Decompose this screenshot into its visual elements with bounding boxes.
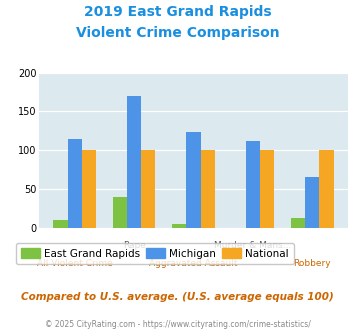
Bar xyxy=(67,139,82,228)
Text: 2019 East Grand Rapids: 2019 East Grand Rapids xyxy=(84,5,271,19)
Bar xyxy=(113,197,127,228)
Bar xyxy=(320,150,334,228)
Text: Rape: Rape xyxy=(122,241,146,250)
Text: Murder & Mans...: Murder & Mans... xyxy=(214,241,291,250)
Bar xyxy=(186,132,201,228)
Bar xyxy=(246,141,260,228)
Text: © 2025 CityRating.com - https://www.cityrating.com/crime-statistics/: © 2025 CityRating.com - https://www.city… xyxy=(45,320,310,329)
Bar xyxy=(305,177,320,228)
Bar xyxy=(127,96,141,228)
Bar xyxy=(141,150,155,228)
Bar xyxy=(172,224,186,228)
Text: Compared to U.S. average. (U.S. average equals 100): Compared to U.S. average. (U.S. average … xyxy=(21,292,334,302)
Text: Aggravated Assault: Aggravated Assault xyxy=(149,259,238,268)
Bar xyxy=(260,150,274,228)
Bar xyxy=(82,150,96,228)
Bar xyxy=(201,150,215,228)
Text: Robbery: Robbery xyxy=(294,259,331,268)
Bar xyxy=(53,220,67,228)
Bar xyxy=(291,218,305,228)
Text: Violent Crime Comparison: Violent Crime Comparison xyxy=(76,26,279,40)
Legend: East Grand Rapids, Michigan, National: East Grand Rapids, Michigan, National xyxy=(16,243,294,264)
Text: All Violent Crime: All Violent Crime xyxy=(37,259,113,268)
